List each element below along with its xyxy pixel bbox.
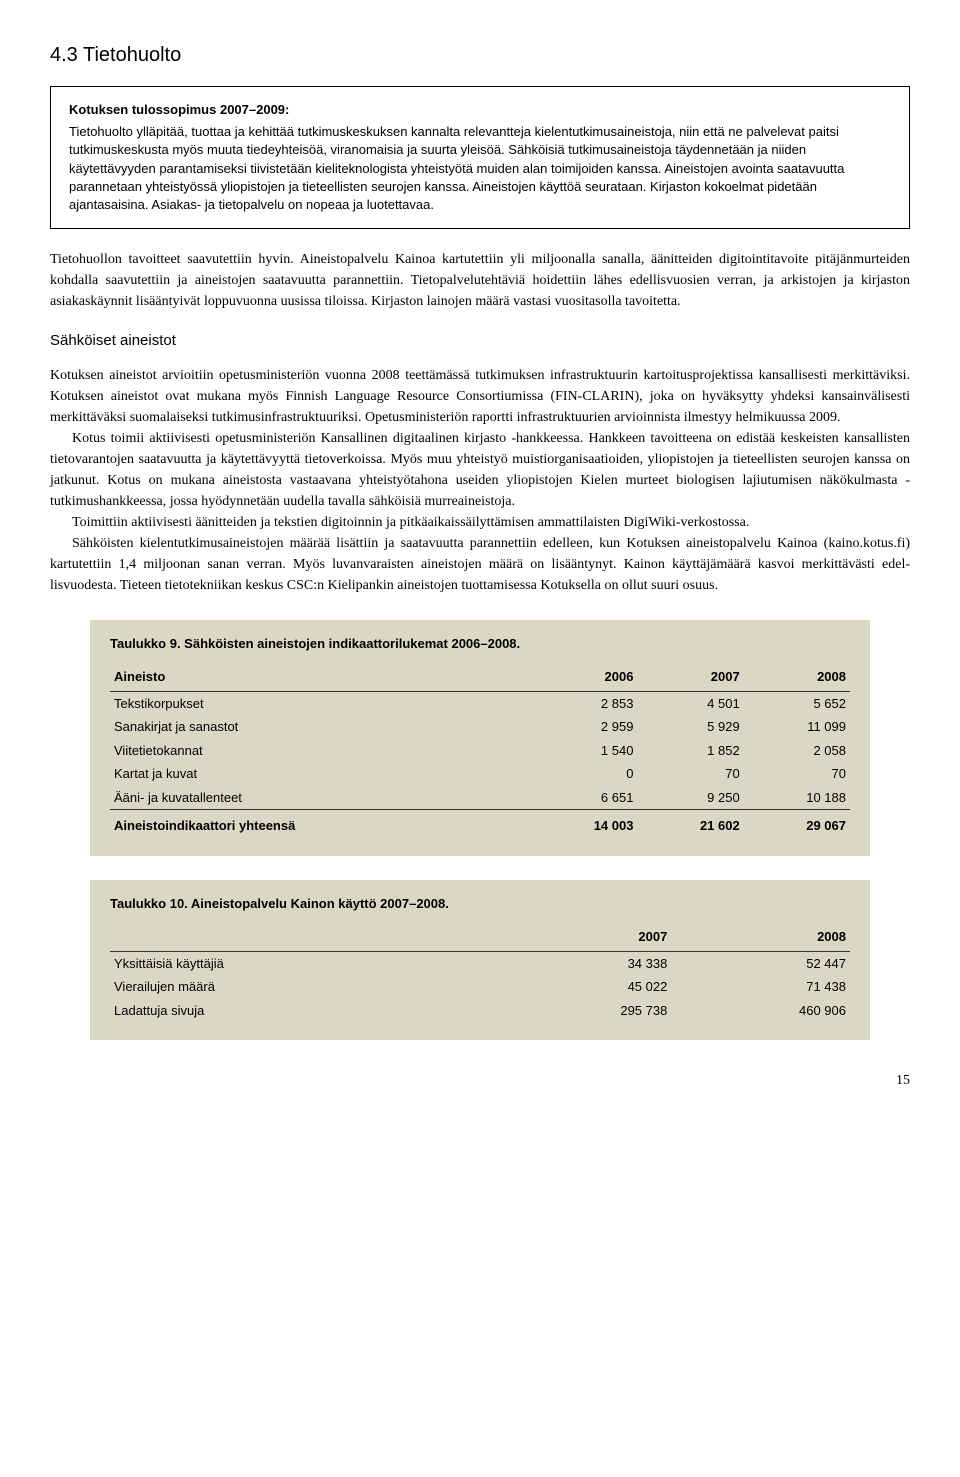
table-9-block: Taulukko 9. Sähköisten aineistojen indik…	[90, 620, 870, 856]
table-10-title: Taulukko 10. Aineistopalvelu Kainon käyt…	[110, 894, 850, 914]
cell: 34 338	[493, 951, 672, 975]
cell: 1 540	[531, 739, 637, 763]
cell: 52 447	[671, 951, 850, 975]
table-9-title: Taulukko 9. Sähköisten aineistojen indik…	[110, 634, 850, 654]
table-row: Ääni- ja kuvatallenteet 6 651 9 250 10 1…	[110, 786, 850, 810]
cell: Sanakirjat ja sanastot	[110, 715, 531, 739]
cell: 29 067	[744, 810, 850, 838]
table-row: Yksittäisiä käyttäjiä 34 338 52 447	[110, 951, 850, 975]
cell: Kartat ja kuvat	[110, 762, 531, 786]
table-10: 2007 2008 Yksittäisiä käyttäjiä 34 338 5…	[110, 925, 850, 1022]
paragraph-3: Kotus toimii aktiivisesti opetusminister…	[50, 428, 910, 512]
cell: Viitetietokannat	[110, 739, 531, 763]
cell: 5 929	[637, 715, 743, 739]
cell: 2 959	[531, 715, 637, 739]
cell: 0	[531, 762, 637, 786]
cell: Ääni- ja kuvatallenteet	[110, 786, 531, 810]
table-row: Viitetietokannat 1 540 1 852 2 058	[110, 739, 850, 763]
cell: Tekstikorpukset	[110, 691, 531, 715]
cell: 4 501	[637, 691, 743, 715]
cell: 70	[637, 762, 743, 786]
cell: 21 602	[637, 810, 743, 838]
highlight-box: Kotuksen tulossopimus 2007–2009: Tietohu…	[50, 86, 910, 229]
cell: 5 652	[744, 691, 850, 715]
table-row: 2007 2008	[110, 925, 850, 951]
cell: 2 853	[531, 691, 637, 715]
paragraph-4: Toimittiin aktiivisesti äänitteiden ja t…	[50, 512, 910, 533]
cell: 71 438	[671, 975, 850, 999]
subheading: Sähköiset aineistot	[50, 330, 910, 353]
table-10-block: Taulukko 10. Aineistopalvelu Kainon käyt…	[90, 880, 870, 1041]
cell: 70	[744, 762, 850, 786]
cell: Yksittäisiä käyttäjiä	[110, 951, 493, 975]
col-header: 2006	[531, 665, 637, 691]
cell: 45 022	[493, 975, 672, 999]
table-row: Vierailujen määrä 45 022 71 438	[110, 975, 850, 999]
table-row: Ladattuja sivuja 295 738 460 906	[110, 999, 850, 1023]
cell: 1 852	[637, 739, 743, 763]
cell: 295 738	[493, 999, 672, 1023]
table-row: Tekstikorpukset 2 853 4 501 5 652	[110, 691, 850, 715]
cell: 6 651	[531, 786, 637, 810]
paragraph-1: Tietohuollon tavoitteet saavutettiin hyv…	[50, 249, 910, 312]
col-header: 2008	[744, 665, 850, 691]
cell: Ladattuja sivuja	[110, 999, 493, 1023]
col-header: 2007	[493, 925, 672, 951]
cell: 10 188	[744, 786, 850, 810]
cell: 9 250	[637, 786, 743, 810]
table-row: Aineisto 2006 2007 2008	[110, 665, 850, 691]
table-row: Sanakirjat ja sanastot 2 959 5 929 11 09…	[110, 715, 850, 739]
cell: 11 099	[744, 715, 850, 739]
col-header: 2007	[637, 665, 743, 691]
section-heading: 4.3 Tietohuolto	[50, 40, 910, 70]
table-row-sum: Aineistoindikaattori yhteensä 14 003 21 …	[110, 810, 850, 838]
col-header: 2008	[671, 925, 850, 951]
cell: 2 058	[744, 739, 850, 763]
box-title: Kotuksen tulossopimus 2007–2009:	[69, 101, 891, 119]
box-text: Tietohuolto ylläpitää, tuottaa ja kehitt…	[69, 123, 891, 214]
col-header	[110, 925, 493, 951]
paragraph-2: Kotuksen aineistot arvioitiin opetusmini…	[50, 365, 910, 428]
table-row: Kartat ja kuvat 0 70 70	[110, 762, 850, 786]
page-number: 15	[50, 1070, 910, 1091]
cell: Aineistoindikaattori yhteensä	[110, 810, 531, 838]
cell: 460 906	[671, 999, 850, 1023]
paragraph-5: Sähköisten kielentutkimusaineistojen mää…	[50, 533, 910, 596]
table-9: Aineisto 2006 2007 2008 Tekstikorpukset …	[110, 665, 850, 838]
cell: 14 003	[531, 810, 637, 838]
col-header: Aineisto	[110, 665, 531, 691]
cell: Vierailujen määrä	[110, 975, 493, 999]
